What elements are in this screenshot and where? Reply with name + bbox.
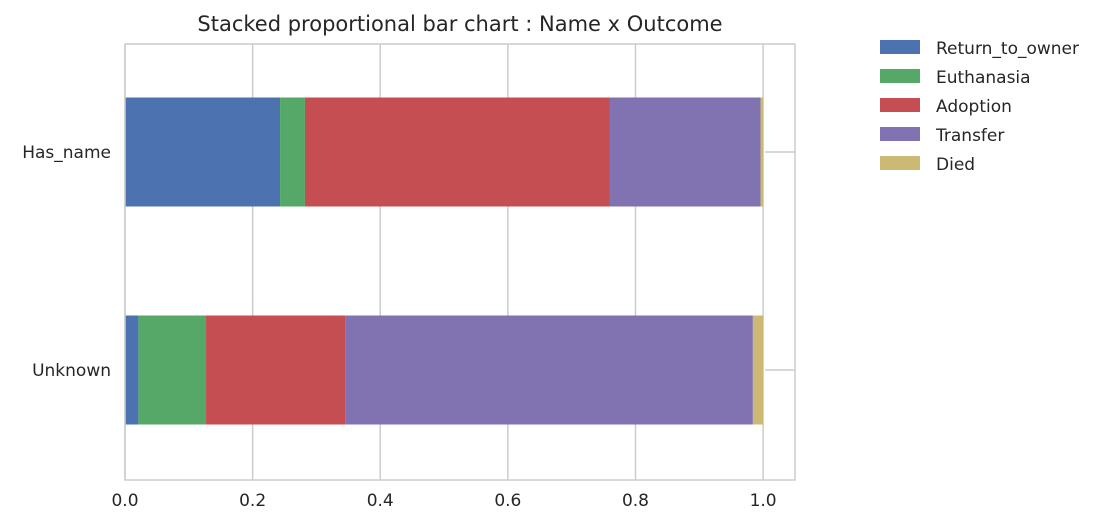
legend-label: Adoption bbox=[936, 97, 1012, 117]
x-tick-labels: 0.0 0.2 0.4 0.6 0.8 1.0 bbox=[111, 491, 776, 511]
y-tick-marks bbox=[765, 151, 795, 371]
legend-label: Euthanasia bbox=[936, 68, 1031, 88]
x-tick-label: 0.2 bbox=[239, 491, 266, 511]
y-tick-label: Unknown bbox=[32, 361, 111, 381]
legend-swatch bbox=[880, 69, 920, 83]
bar-segment-euthanasia bbox=[138, 315, 207, 425]
legend-swatch bbox=[880, 40, 920, 54]
bar-segment-return-to-owner bbox=[125, 97, 281, 207]
x-tick-label: 0.8 bbox=[622, 491, 649, 511]
x-tick-label: 1.0 bbox=[750, 491, 777, 511]
x-tick-label: 0.0 bbox=[111, 491, 138, 511]
bar-segment-died bbox=[760, 97, 764, 207]
legend-swatch bbox=[880, 98, 920, 112]
legend-label: Died bbox=[936, 155, 975, 175]
y-tick-label: Has_name bbox=[22, 143, 111, 163]
bar-segment-adoption bbox=[304, 97, 610, 207]
bar-segment-euthanasia bbox=[280, 97, 305, 207]
legend-swatch bbox=[880, 127, 920, 141]
chart-title: Stacked proportional bar chart : Name x … bbox=[197, 12, 722, 36]
legend-label: Return_to_owner bbox=[936, 39, 1079, 59]
x-tick-label: 0.4 bbox=[367, 491, 394, 511]
bar-segment-adoption bbox=[206, 315, 346, 425]
bar-segment-return-to-owner bbox=[125, 315, 139, 425]
bar-segment-transfer bbox=[609, 97, 761, 207]
legend: Return_to_owner Euthanasia Adoption Transfe… bbox=[880, 39, 1079, 175]
bars bbox=[125, 97, 764, 425]
bar-segment-transfer bbox=[345, 315, 753, 425]
legend-label: Transfer bbox=[935, 126, 1004, 146]
x-tick-label: 0.6 bbox=[494, 491, 521, 511]
bar-segment-died bbox=[752, 315, 764, 425]
y-tick-labels: Has_name Unknown bbox=[22, 143, 111, 381]
plot-frame bbox=[124, 43, 796, 481]
legend-swatch bbox=[880, 156, 920, 170]
